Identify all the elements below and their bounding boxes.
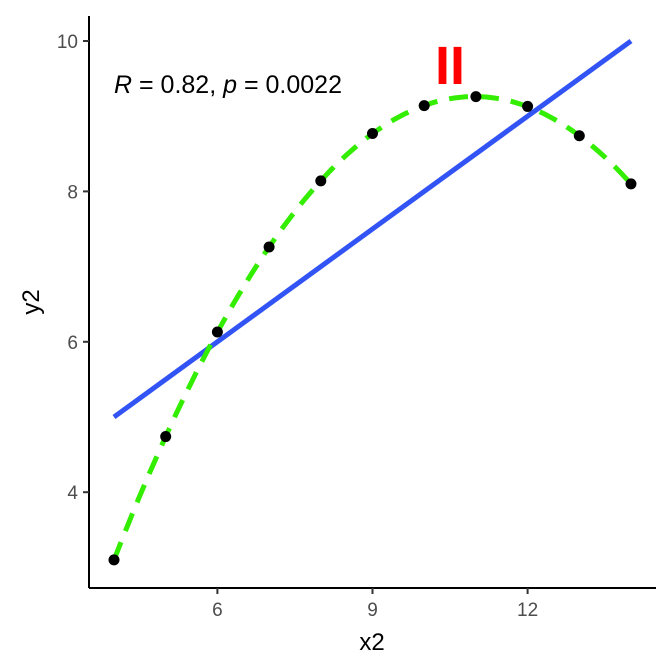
data-point bbox=[160, 431, 172, 443]
r-symbol: R bbox=[114, 71, 132, 99]
smooth-fit bbox=[111, 94, 633, 561]
p-symbol: p bbox=[222, 71, 237, 99]
data-point bbox=[522, 100, 534, 112]
data-point bbox=[108, 554, 120, 566]
y-tick-label: 4 bbox=[67, 483, 78, 504]
panel-label: II bbox=[435, 36, 465, 96]
data-point bbox=[625, 178, 637, 190]
data-point bbox=[211, 326, 223, 338]
x-axis-title: x2 bbox=[359, 629, 384, 656]
linear-fit-line bbox=[112, 38, 633, 420]
ticks: 6 9 12 4 6 8 10 bbox=[57, 32, 538, 621]
x-tick-label: 12 bbox=[517, 600, 538, 621]
axes bbox=[88, 16, 656, 589]
data-point bbox=[315, 175, 327, 187]
smooth-fit-curve bbox=[111, 94, 633, 561]
x-tick-label: 9 bbox=[367, 600, 378, 621]
x-tick-label: 6 bbox=[212, 600, 223, 621]
r-value: = 0.82, bbox=[132, 71, 223, 99]
y-tick-label: 6 bbox=[67, 333, 78, 354]
data-point bbox=[263, 241, 275, 253]
linear-fit bbox=[112, 38, 633, 420]
y-tick-label: 10 bbox=[57, 32, 78, 53]
data-point bbox=[573, 130, 585, 142]
data-point bbox=[418, 100, 430, 112]
annotation-text: R = 0.82, p = 0.0022 bbox=[114, 71, 342, 99]
y-tick-label: 8 bbox=[67, 182, 78, 203]
data-point bbox=[470, 91, 482, 103]
p-value: = 0.0022 bbox=[237, 71, 342, 99]
data-point bbox=[367, 127, 378, 139]
y-axis-title: y2 bbox=[18, 289, 45, 314]
data-points bbox=[108, 91, 637, 566]
